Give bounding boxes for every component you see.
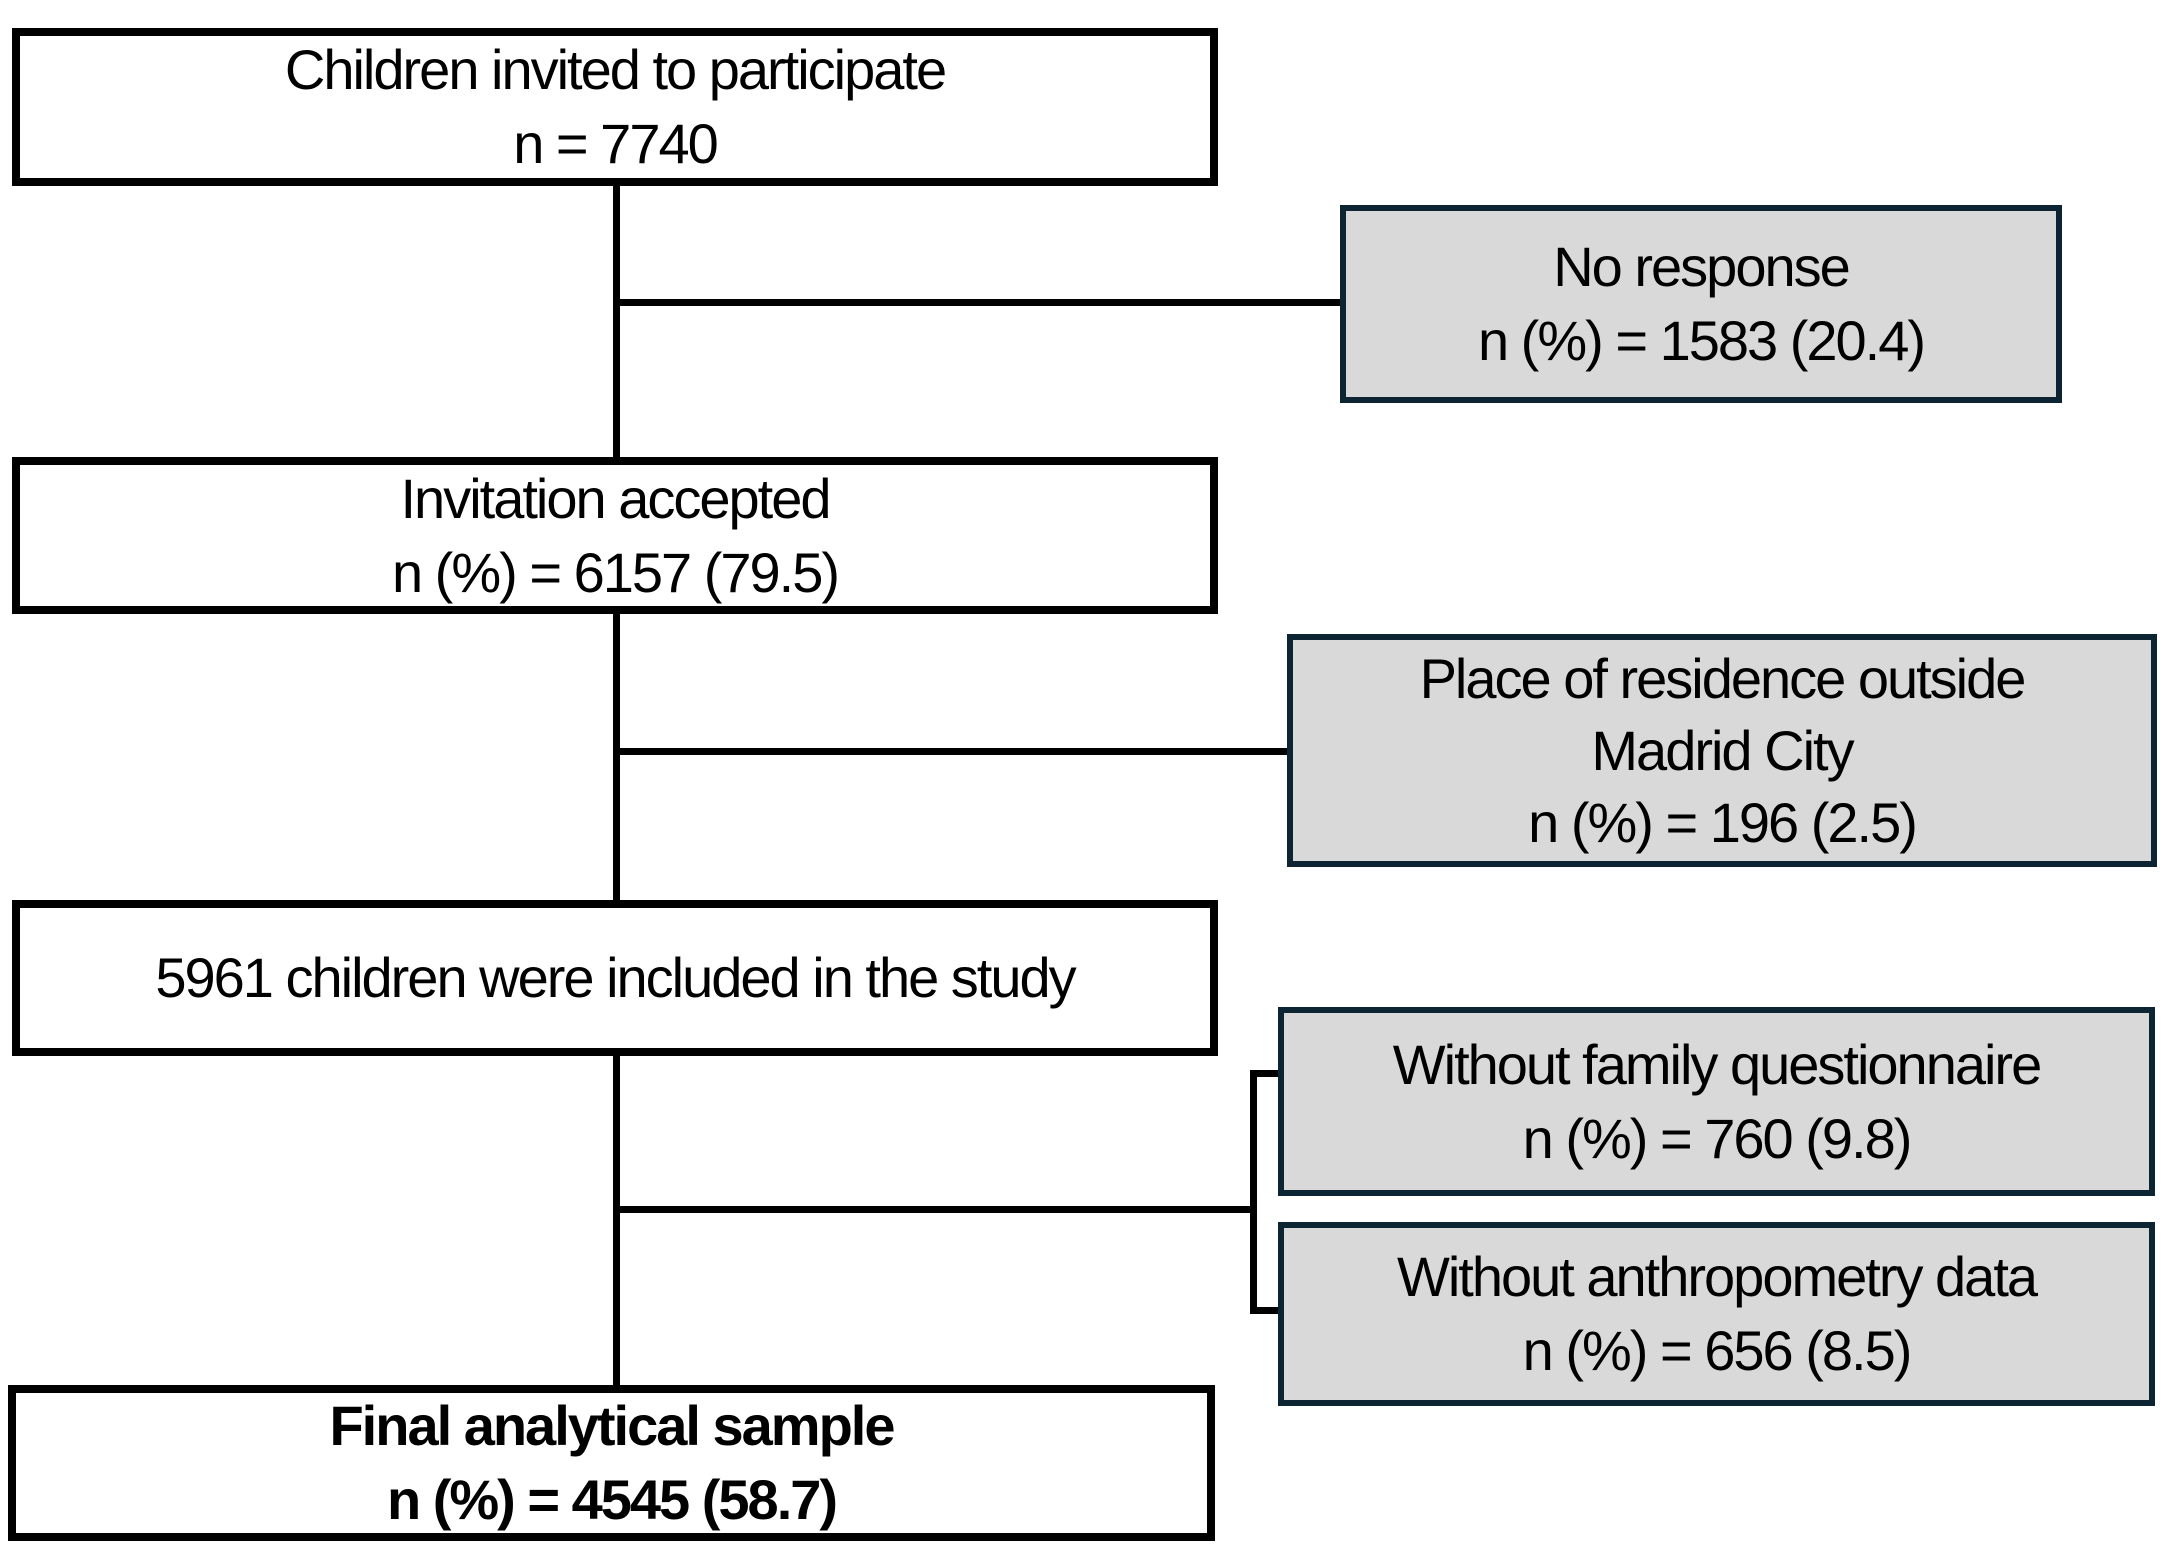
connector-bracket-stub-bottom bbox=[1250, 1307, 1282, 1314]
box-text-line: n (%) = 4545 (58.7) bbox=[386, 1468, 838, 1531]
connector-branch-no-response bbox=[616, 299, 1344, 306]
box-text-line: Place of residence outside bbox=[1419, 646, 2027, 710]
connector-trunk-vertical bbox=[613, 184, 620, 1389]
box-text-line: Invitation accepted bbox=[400, 466, 832, 530]
box-text-line: n (%) = 6157 (79.5) bbox=[391, 540, 840, 604]
box-without-anthropometry-data: Without anthropometry data n (%) = 656 (… bbox=[1278, 1222, 2155, 1406]
box-text-line: Children invited to participate bbox=[284, 38, 947, 101]
box-text-line: Without family questionnaire bbox=[1392, 1032, 2042, 1096]
box-text-line: Without anthropometry data bbox=[1396, 1245, 2038, 1308]
box-text-line: n (%) = 196 (2.5) bbox=[1528, 790, 1918, 854]
box-text-line: n (%) = 656 (8.5) bbox=[1522, 1319, 1913, 1382]
box-residence-outside-madrid: Place of residence outside Madrid City n… bbox=[1287, 634, 2157, 867]
box-included-in-study: 5961 children were included in the study bbox=[12, 900, 1218, 1056]
box-invitation-accepted: Invitation accepted n (%) = 6157 (79.5) bbox=[12, 457, 1218, 614]
box-text-line: Final analytical sample bbox=[329, 1394, 895, 1457]
box-text-line: n (%) = 760 (9.8) bbox=[1522, 1106, 1913, 1170]
box-text-line: 5961 children were included in the study bbox=[155, 946, 1076, 1009]
connector-bracket-vertical bbox=[1250, 1070, 1257, 1314]
box-text-line: No response bbox=[1553, 235, 1851, 298]
box-final-analytical-sample: Final analytical sample n (%) = 4545 (58… bbox=[8, 1385, 1215, 1541]
connector-bracket-stub-top bbox=[1250, 1070, 1282, 1077]
box-children-invited: Children invited to participate n = 7740 bbox=[12, 28, 1218, 186]
box-text-line: n (%) = 1583 (20.4) bbox=[1477, 309, 1926, 372]
box-text-line: Madrid City bbox=[1591, 718, 1854, 782]
box-without-family-questionnaire: Without family questionnaire n (%) = 760… bbox=[1278, 1007, 2155, 1196]
box-text-line: n = 7740 bbox=[513, 112, 719, 175]
connector-branch-exclusions bbox=[616, 1206, 1257, 1213]
connector-branch-residence bbox=[616, 748, 1291, 755]
box-no-response: No response n (%) = 1583 (20.4) bbox=[1340, 205, 2062, 403]
